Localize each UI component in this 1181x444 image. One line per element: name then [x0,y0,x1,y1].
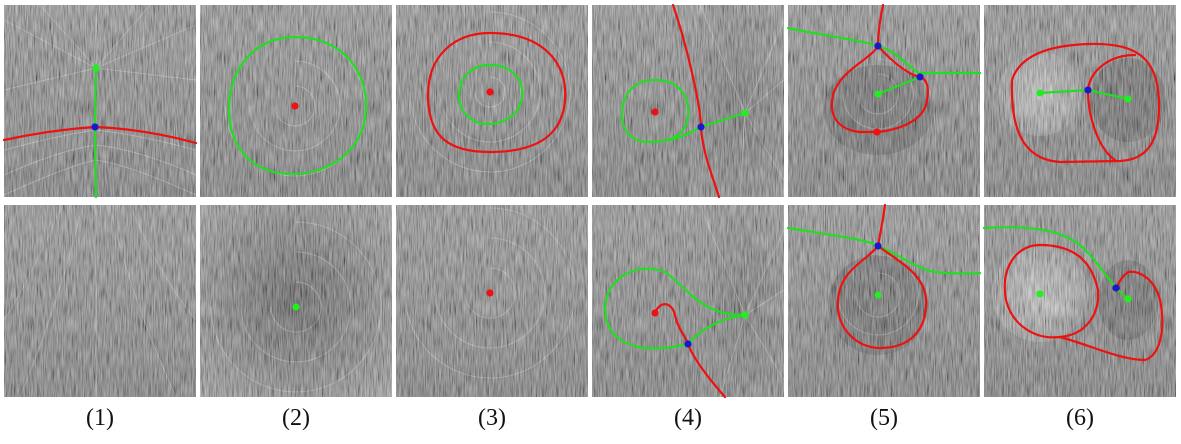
green-point [1036,290,1044,298]
column-label-4: (4) [674,405,702,431]
topology-2-bottom [292,303,300,311]
topology-5-top [786,3,982,136]
topology-6-bottom [982,226,1164,362]
red-separatrix [653,303,727,399]
green-separatrix [982,226,1130,301]
blue-saddle [874,42,882,50]
red-separatrix [1086,53,1137,162]
flow-texture [4,5,1176,397]
red-point [873,128,881,136]
red-separatrix [1010,42,1161,164]
topology-3-top [426,31,567,154]
topology-overlays [2,3,1164,399]
red-point [486,289,494,297]
green-limit-cycle [620,78,690,144]
blue-saddle [697,123,705,131]
green-point [1124,295,1132,303]
topology-5-bottom [786,203,982,350]
red-point [651,309,659,317]
topology-3-bottom [486,289,494,297]
red-separatrix [671,3,721,199]
topology-2-top [227,35,368,176]
green-point [1124,95,1132,103]
topology-4-top [620,3,749,199]
blue-saddle [91,123,99,131]
blue-saddle [1084,86,1092,94]
green-separatrix [786,26,982,75]
column-label-3: (3) [478,405,506,431]
green-point [292,303,300,311]
green-separatrix [93,66,98,199]
blue-saddle [916,73,924,81]
red-point [291,102,299,110]
topology-4-bottom [603,267,749,399]
green-limit-cycle [227,35,368,176]
green-limit-cycle [457,63,524,126]
red-point [486,88,494,96]
green-point [874,291,882,299]
column-label-5: (5) [870,405,898,431]
red-separatrix [1058,270,1164,362]
green-separatrix [876,75,922,96]
green-separatrix [786,226,982,275]
blue-saddle [684,340,692,348]
column-label-1: (1) [86,405,114,431]
red-limit-cycle [426,31,567,154]
green-point [741,109,749,117]
blue-saddle [1112,284,1120,292]
green-point [741,311,749,319]
green-point [874,90,882,98]
green-point [1036,89,1044,97]
green-separatrix [603,267,747,350]
blue-saddle [874,242,882,250]
topology-1-top [2,64,198,199]
column-label-2: (2) [282,405,310,431]
green-point [92,64,100,72]
topology-6-top [1010,42,1161,164]
column-label-6: (6) [1066,405,1094,431]
red-point [651,108,659,116]
